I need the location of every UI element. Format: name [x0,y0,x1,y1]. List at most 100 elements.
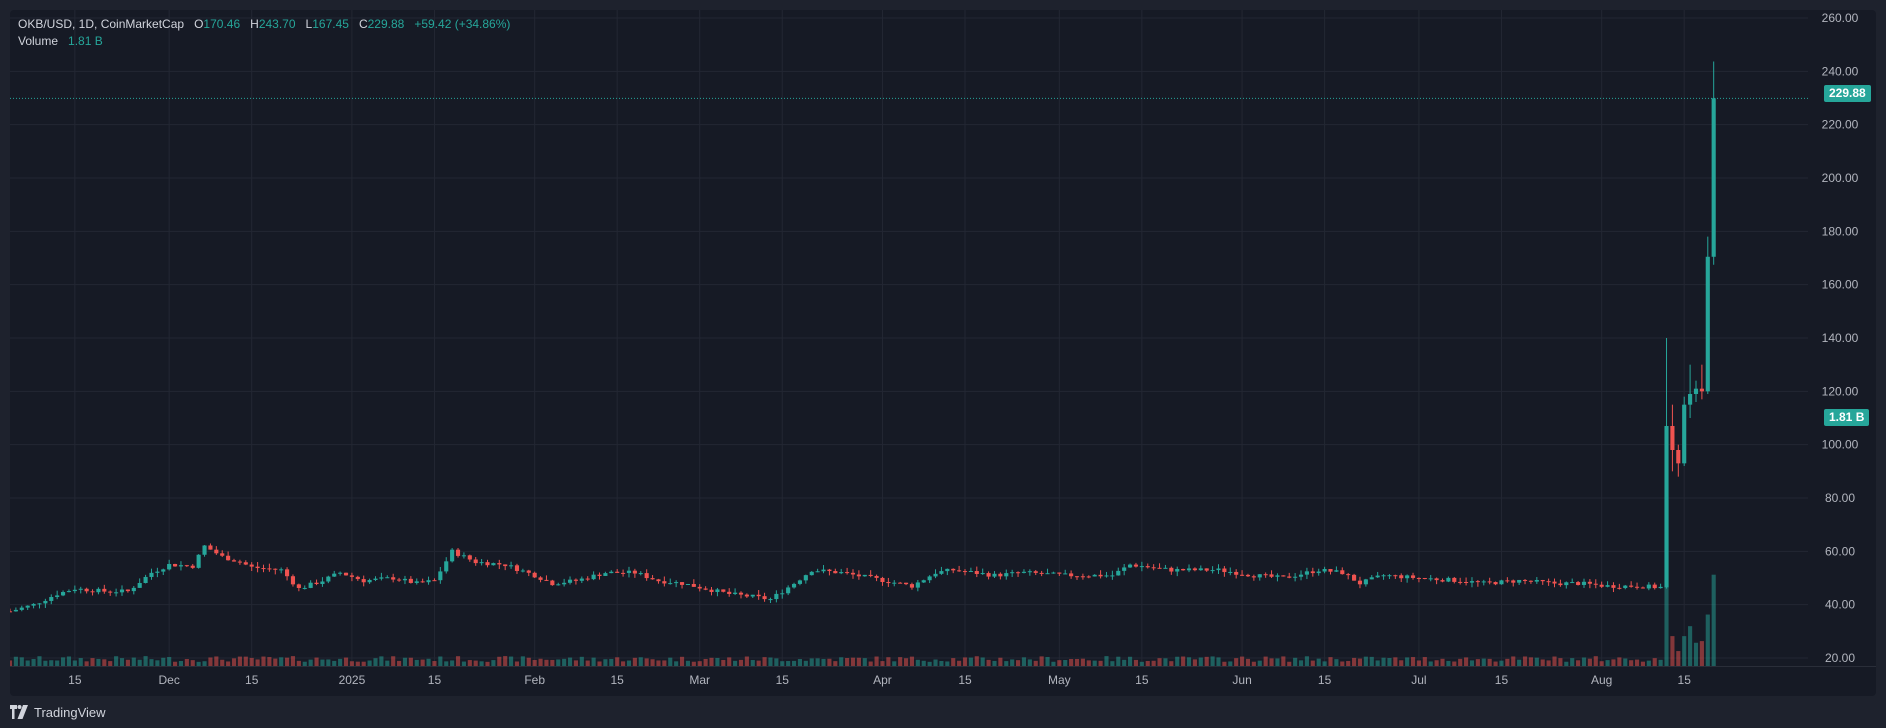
volume-bar [1676,651,1681,666]
candle-body [1493,582,1498,585]
candle-body [1133,564,1139,567]
volume-bar [1599,661,1604,666]
candle-body [1522,579,1528,581]
price-chart-svg[interactable]: 260.00 240.00 220.00 200.00 180.00 160.00 140.… [10,10,1876,696]
candle-body [373,578,378,580]
candle-body [626,570,632,573]
volume-bar [903,658,909,666]
candle-body [520,570,525,572]
volume-bar [491,660,496,666]
volume-bar [544,659,549,666]
candle-body [190,565,195,568]
chart-pane[interactable]: 260.00 240.00 220.00 200.00 180.00 160.00 140.… [10,10,1876,696]
candle-body [1304,571,1309,575]
y-tick-label: 240.00 [1822,64,1859,78]
candle-body [1328,569,1333,572]
volume-bar [1658,659,1663,666]
volume-bar [55,660,60,666]
candle-body [214,549,219,554]
candle-body [125,589,130,592]
candle-body [1440,580,1445,582]
candle-body [338,572,343,574]
candle-body [1464,582,1469,584]
candle-body [656,579,661,582]
candle-body [957,570,962,572]
candle-body [526,570,531,573]
volume-bar [1617,657,1622,666]
candle-body [1564,582,1569,586]
volume-bar [562,658,567,666]
volume-bar [1316,658,1321,666]
candle-body [25,605,30,608]
volume-bar [1104,656,1109,666]
volume-bar [621,661,626,666]
volume-bar [1186,657,1192,666]
volume-bar [1652,658,1657,666]
volume-bar [1387,658,1392,666]
volume-bar [1234,658,1239,666]
candle-body [1222,568,1227,573]
volume-bar [1369,656,1374,666]
candle-body [243,562,248,565]
candle-body [1316,571,1321,574]
volume-bar [1181,656,1186,666]
candle-body [1128,564,1133,568]
candle-body [892,582,897,584]
candle-body [402,578,408,581]
candle-body [809,571,814,576]
volume-bar [1021,657,1027,666]
y-tick-label: 100.00 [1822,438,1859,452]
volume-bar [998,657,1003,666]
candle-body [1045,573,1050,575]
volume-bar [1346,660,1351,666]
candle-body [438,571,443,581]
candle-body [1069,573,1074,577]
candle-body [514,565,520,571]
volume-bar [1251,661,1256,666]
volume-bar [1381,657,1386,666]
volume-bar [1528,657,1533,666]
volume-bar [809,658,814,666]
volume-bar [986,659,991,666]
candle-body [827,569,832,572]
candle-body [1210,570,1215,572]
volume-bar [450,660,455,666]
candle-body [927,576,932,581]
symbol-title[interactable]: OKB/USD, 1D, CoinMarketCap [18,17,185,31]
volume-bar [638,657,643,666]
last-volume-tag: 1.81 B [1824,409,1870,426]
volume-bar [1446,660,1451,666]
volume-bar [532,659,537,666]
volume-bar [438,656,443,666]
volume-bar [1534,657,1539,666]
volume-bar [727,657,732,666]
volume-bar [1499,660,1504,666]
volume-bar [125,659,130,666]
candle-body [1629,585,1634,587]
x-tick-label: 15 [245,673,259,687]
candle-body [1487,581,1492,583]
candle-body [721,589,726,592]
volume-bar [1069,659,1074,666]
y-tick-label: 180.00 [1822,224,1859,238]
volume-bar [332,660,337,666]
volume-bar [927,661,932,666]
y-tick-label: 220.00 [1822,118,1859,132]
candle-body [1080,576,1085,578]
volume-bar [709,657,714,666]
x-tick-label: May [1048,673,1071,687]
volume-bar [172,661,178,666]
volume-bar [1469,660,1475,666]
tradingview-logo-icon[interactable] [10,705,28,719]
candle-body [1198,568,1203,571]
candle-body [1269,574,1274,577]
volume-bar [1328,657,1333,666]
volume-bar [1593,656,1598,666]
volume-bar [432,661,437,666]
candle-body [945,568,950,572]
candle-body [1587,581,1592,584]
candle-body [467,555,472,560]
volume-label[interactable]: Volume [18,34,59,48]
volume-bar [78,658,83,666]
tradingview-brand[interactable]: TradingView [34,704,106,720]
